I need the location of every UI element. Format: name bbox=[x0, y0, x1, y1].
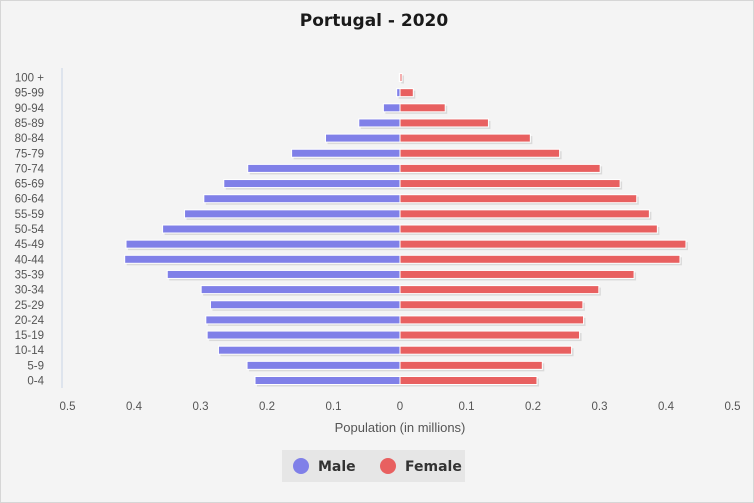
male-bar bbox=[162, 224, 401, 234]
female-bar bbox=[399, 330, 581, 340]
legend-marker[interactable] bbox=[380, 458, 396, 474]
female-bar bbox=[399, 73, 403, 82]
category-label: 100 + bbox=[15, 73, 44, 85]
male-bar bbox=[166, 269, 401, 279]
legend-box bbox=[282, 450, 465, 482]
category-label: 20-24 bbox=[15, 315, 45, 327]
category-label: 75-79 bbox=[15, 148, 44, 160]
female-bar bbox=[399, 88, 414, 98]
category-label: 50-54 bbox=[15, 224, 45, 236]
legend-marker[interactable] bbox=[293, 458, 309, 474]
male-bar bbox=[200, 285, 401, 295]
female-bar bbox=[399, 148, 561, 158]
bars-group bbox=[124, 73, 688, 387]
female-bar bbox=[399, 224, 658, 234]
female-bar bbox=[399, 269, 635, 279]
male-bar bbox=[325, 133, 401, 143]
bar-shadow bbox=[402, 75, 404, 84]
male-bar bbox=[254, 376, 401, 385]
category-label: 15-19 bbox=[15, 330, 44, 342]
male-bar bbox=[125, 239, 401, 249]
female-bar bbox=[399, 103, 446, 113]
category-label: 70-74 bbox=[15, 163, 45, 175]
category-labels: 100 + 95-99 90-94 85-89 80-84 75-79 70-74 65-69… bbox=[15, 73, 45, 388]
female-bar bbox=[399, 254, 681, 264]
female-bar bbox=[399, 118, 489, 128]
male-bar bbox=[223, 179, 401, 189]
female-bar bbox=[399, 163, 601, 173]
female-bar bbox=[399, 133, 531, 143]
category-label: 55-59 bbox=[15, 209, 44, 221]
category-label: 95-99 bbox=[15, 88, 44, 100]
category-label: 10-14 bbox=[15, 345, 45, 357]
x-tick-label: 0.5 bbox=[725, 401, 741, 413]
female-bar bbox=[399, 285, 600, 295]
female-bar bbox=[399, 376, 538, 385]
female-bar bbox=[399, 194, 638, 204]
category-label: 80-84 bbox=[15, 133, 45, 145]
x-tick-label: 0.2 bbox=[525, 401, 541, 413]
male-bar bbox=[205, 315, 401, 325]
x-tick-labels: 0.5 0.4 0.3 0.2 0.1 0 0.1 0.2 0.3 0.4 0.5 bbox=[60, 401, 741, 413]
female-bar bbox=[399, 345, 573, 355]
male-bar bbox=[246, 360, 401, 370]
male-bar bbox=[184, 209, 401, 219]
male-bar bbox=[217, 345, 401, 355]
category-label: 25-29 bbox=[15, 300, 44, 312]
male-bar bbox=[203, 194, 401, 204]
category-label: 45-49 bbox=[15, 239, 44, 251]
x-tick-label: 0.3 bbox=[592, 401, 608, 413]
legend: Male Female bbox=[282, 450, 465, 482]
category-label: 90-94 bbox=[15, 103, 45, 115]
legend-label[interactable]: Female bbox=[405, 459, 462, 475]
male-bar bbox=[206, 330, 401, 340]
x-tick-label: 0.1 bbox=[326, 401, 342, 413]
female-bar bbox=[399, 209, 650, 219]
x-tick-label: 0.4 bbox=[658, 401, 675, 413]
category-label: 40-44 bbox=[15, 254, 45, 266]
category-label: 30-34 bbox=[15, 285, 45, 297]
male-bar bbox=[247, 163, 401, 173]
female-bar bbox=[399, 315, 585, 325]
chart-title: Portugal - 2020 bbox=[300, 11, 449, 31]
female-bar bbox=[399, 179, 621, 189]
x-tick-label: 0.4 bbox=[126, 401, 143, 413]
x-axis-title: Population (in millions) bbox=[335, 420, 466, 435]
x-tick-label: 0.3 bbox=[193, 401, 209, 413]
female-bar bbox=[399, 239, 687, 249]
category-label: 0-4 bbox=[27, 376, 44, 388]
category-label: 65-69 bbox=[15, 179, 44, 191]
male-bar bbox=[209, 300, 401, 310]
x-tick-label: 0.2 bbox=[259, 401, 275, 413]
category-label: 35-39 bbox=[15, 269, 44, 281]
category-label: 5-9 bbox=[27, 360, 44, 372]
female-bar bbox=[399, 300, 584, 310]
category-label: 60-64 bbox=[15, 194, 45, 206]
legend-label[interactable]: Male bbox=[318, 459, 356, 475]
category-label: 85-89 bbox=[15, 118, 44, 130]
x-tick-label: 0.1 bbox=[459, 401, 475, 413]
male-bar bbox=[291, 148, 401, 158]
male-bar bbox=[124, 254, 401, 264]
male-bar bbox=[358, 118, 401, 128]
male-bar bbox=[382, 103, 401, 113]
x-tick-label: 0.5 bbox=[60, 401, 76, 413]
female-bar bbox=[399, 360, 543, 370]
x-tick-label: 0 bbox=[397, 401, 403, 413]
